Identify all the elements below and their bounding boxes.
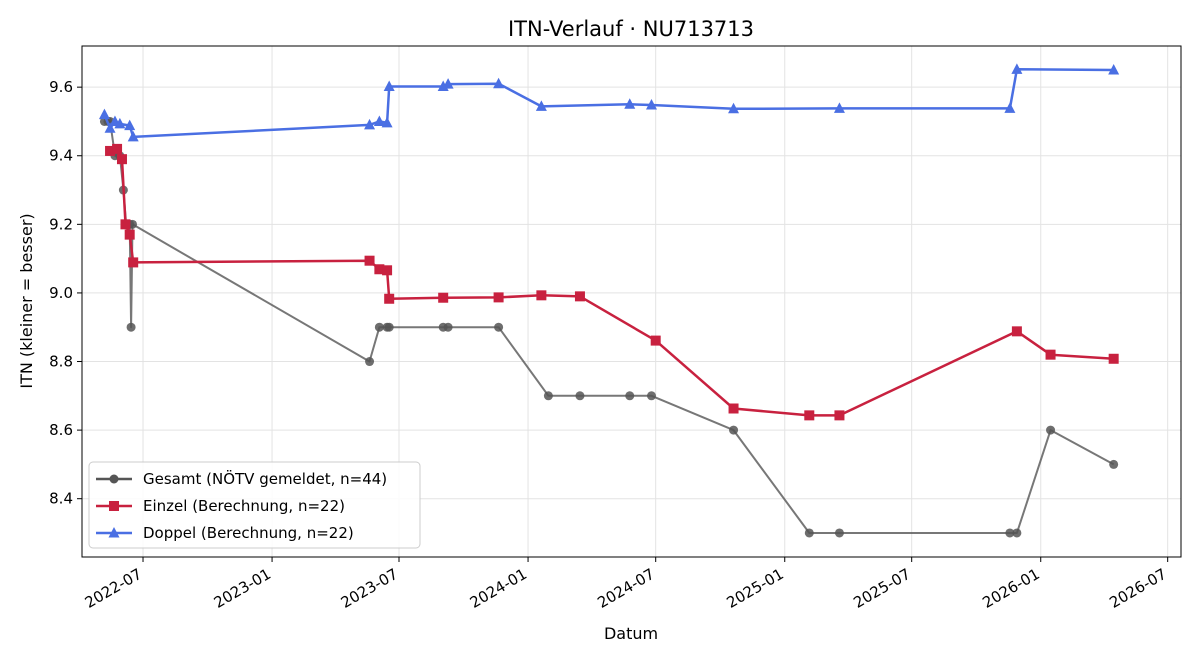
data-point-gesamt — [646, 391, 656, 401]
data-point-einzel — [116, 154, 127, 165]
data-point-doppel — [535, 100, 547, 111]
data-point-doppel — [383, 80, 395, 91]
data-point-doppel — [127, 130, 139, 142]
legend: Gesamt (NÖTV gemeldet, n=44) Einzel (Bere… — [88, 461, 421, 549]
y-tick-label: 8.8 — [49, 353, 73, 371]
legend-label-gesamt: Gesamt (NÖTV gemeldet, n=44) — [143, 469, 387, 488]
data-point-einzel — [382, 265, 393, 276]
y-tick-label: 8.6 — [49, 421, 73, 439]
plot-frame — [81, 45, 1182, 558]
data-point-einzel — [384, 293, 395, 304]
data-point-doppel — [104, 122, 116, 133]
legend-label-doppel: Doppel (Berechnung, n=22) — [143, 524, 354, 542]
data-point-doppel — [1108, 64, 1120, 75]
data-point-einzel — [493, 292, 504, 303]
data-point-einzel — [438, 292, 449, 303]
data-point-gesamt — [543, 391, 553, 401]
data-point-einzel — [728, 403, 739, 414]
data-point-doppel — [1011, 63, 1023, 74]
data-point-doppel — [1004, 102, 1016, 113]
y-axis: 8.4 8.6 8.8 9.0 9.2 9.4 9.6 — [49, 78, 82, 508]
data-point-gesamt — [1012, 528, 1022, 538]
data-point-doppel — [124, 119, 136, 131]
data-point-gesamt — [1005, 528, 1015, 538]
x-tick-label: 2025-01 — [723, 565, 786, 612]
data-point-doppel — [373, 115, 385, 126]
series-line-einzel — [109, 147, 1114, 417]
legend-marker-einzel — [109, 501, 119, 511]
data-point-doppel — [493, 77, 505, 89]
chart-title: ITN-Verlauf · NU713713 — [508, 17, 754, 41]
x-tick-label: 2025-07 — [850, 565, 913, 612]
data-point-gesamt — [834, 528, 844, 538]
data-point-doppel — [442, 78, 454, 89]
series-layer — [98, 63, 1120, 538]
x-tick-label: 2026-01 — [979, 565, 1042, 612]
x-tick-label: 2024-01 — [467, 565, 530, 612]
x-tick-label: 2023-07 — [338, 565, 401, 612]
legend-label-einzel: Einzel (Berechnung, n=22) — [143, 497, 345, 515]
data-point-gesamt — [384, 322, 394, 332]
data-point-einzel — [105, 145, 116, 156]
data-point-gesamt — [494, 322, 504, 332]
x-tick-label: 2024-07 — [594, 565, 657, 612]
data-point-doppel — [98, 108, 110, 120]
data-point-einzel — [574, 291, 585, 302]
data-point-gesamt — [625, 391, 635, 401]
data-point-einzel — [124, 229, 135, 240]
data-point-gesamt — [365, 357, 375, 367]
series-line-doppel — [103, 68, 1114, 139]
y-tick-label: 9.2 — [49, 215, 73, 233]
data-point-einzel — [804, 410, 815, 421]
y-tick-label: 9.6 — [49, 78, 73, 96]
data-point-einzel — [120, 219, 131, 230]
data-point-einzel — [374, 264, 385, 275]
data-point-einzel — [536, 290, 547, 301]
data-point-gesamt — [374, 322, 384, 332]
data-point-einzel — [1045, 349, 1056, 360]
markers-einzel — [105, 143, 1119, 421]
data-point-doppel — [728, 102, 740, 114]
data-point-gesamt — [1109, 459, 1119, 469]
data-point-gesamt — [729, 425, 739, 435]
x-tick-label: 2026-07 — [1106, 565, 1169, 612]
legend-marker-doppel — [108, 527, 120, 538]
x-axis: 2022-07 2023-01 2023-07 2024-01 2024-07 2025-… — [82, 557, 1170, 612]
data-point-doppel — [833, 102, 845, 113]
data-point-einzel — [1011, 326, 1022, 337]
data-point-gesamt — [443, 322, 453, 332]
data-point-einzel — [650, 335, 661, 346]
data-point-gesamt — [1046, 425, 1056, 435]
data-point-doppel — [114, 117, 126, 129]
data-point-gesamt — [575, 391, 585, 401]
data-point-doppel — [364, 118, 376, 130]
series-einzel — [105, 143, 1119, 421]
y-tick-label: 9.0 — [49, 284, 73, 302]
data-point-einzel — [364, 255, 375, 266]
data-point-doppel — [645, 98, 657, 110]
legend-marker-gesamt — [109, 474, 119, 484]
legend-box — [88, 461, 421, 549]
x-axis-label: Datum — [604, 624, 658, 643]
data-point-doppel — [381, 116, 393, 128]
data-point-gesamt — [804, 528, 814, 538]
data-point-doppel — [624, 98, 636, 109]
grid — [82, 46, 1181, 557]
y-tick-label: 8.4 — [49, 490, 73, 508]
data-point-einzel — [112, 143, 123, 154]
x-tick-label: 2022-07 — [82, 565, 145, 612]
series-doppel — [98, 63, 1120, 142]
y-tick-label: 9.4 — [49, 147, 73, 165]
data-point-einzel — [128, 257, 139, 268]
y-axis-label: ITN (kleiner = besser) — [17, 213, 36, 388]
markers-doppel — [98, 63, 1120, 142]
data-point-einzel — [834, 410, 845, 421]
x-tick-label: 2023-01 — [211, 565, 274, 612]
data-point-gesamt — [126, 322, 136, 332]
data-point-einzel — [1108, 353, 1119, 364]
